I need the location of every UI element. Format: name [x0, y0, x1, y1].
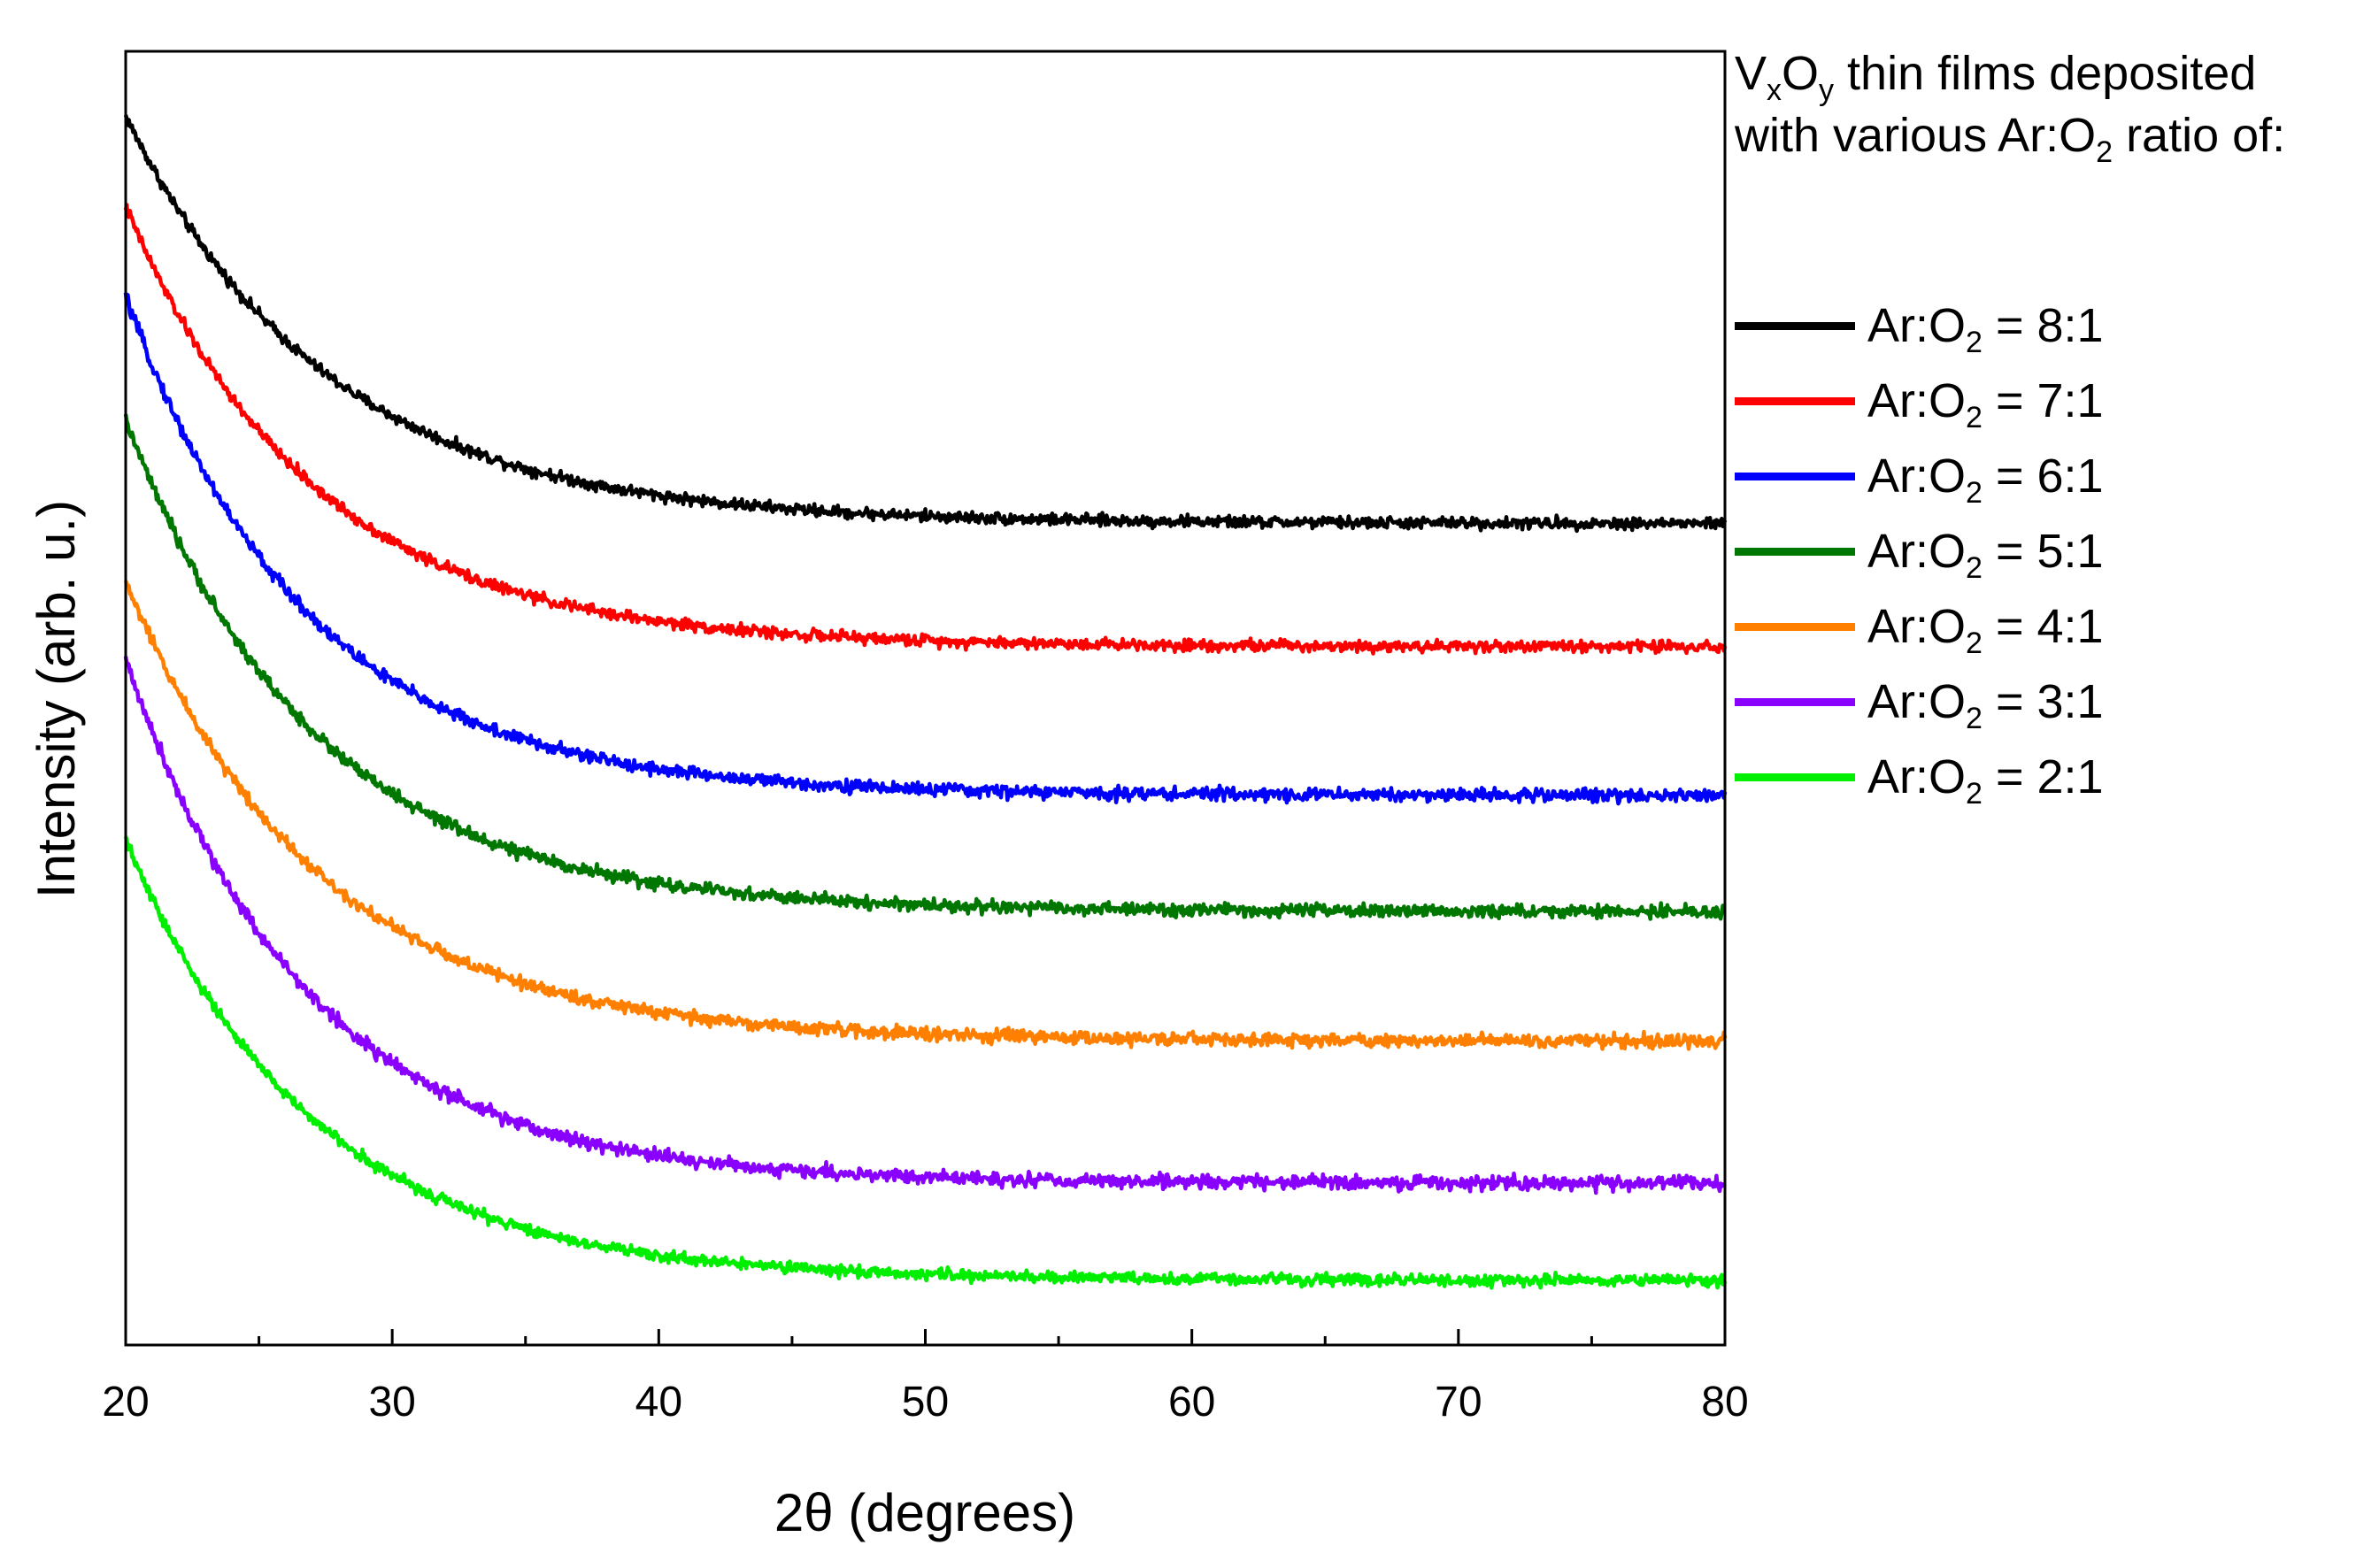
series-layer	[123, 114, 1728, 1290]
legend-label-ratio: = 5:1	[1982, 525, 2104, 578]
legend-label-prefix: Ar:O	[1867, 450, 1967, 503]
legend-title-sub-2: 2	[2096, 135, 2113, 169]
legend-swatch	[1735, 472, 1855, 480]
legend-entry: Ar:O2 = 3:1	[1735, 671, 2104, 734]
legend-entry: Ar:O2 = 2:1	[1735, 746, 2104, 809]
legend-label-subscript: 2	[1966, 551, 1983, 585]
legend-swatch	[1735, 547, 1855, 556]
x-axis-ticks: 20 30 40 50 60 70 80	[102, 1329, 1749, 1426]
legend-swatch	[1735, 772, 1855, 781]
legend-title-sub-y: y	[1819, 73, 1835, 107]
legend-label-prefix: Ar:O	[1867, 299, 1967, 352]
series-line	[123, 292, 1728, 806]
legend-label: Ar:O2 = 7:1	[1867, 373, 2104, 433]
series-line	[123, 835, 1728, 1290]
legend-entry: Ar:O2 = 6:1	[1735, 445, 2104, 508]
legend-label-ratio: = 3:1	[1982, 675, 2104, 728]
legend-label: Ar:O2 = 5:1	[1867, 524, 2104, 583]
series-line	[123, 413, 1727, 921]
legend-swatch	[1735, 622, 1855, 631]
x-tick-label: 60	[1168, 1379, 1215, 1426]
legend-label-prefix: Ar:O	[1867, 750, 1967, 803]
legend-title-v: V	[1735, 47, 1767, 100]
plot-frame	[124, 50, 1727, 1347]
legend-label-ratio: = 7:1	[1982, 374, 2104, 427]
legend-entry: Ar:O2 = 7:1	[1735, 370, 2104, 433]
x-axis-title: 2θ (degrees)	[774, 1483, 1075, 1542]
legend-swatch	[1735, 396, 1855, 405]
legend-label: Ar:O2 = 8:1	[1867, 298, 2104, 357]
legend-label-prefix: Ar:O	[1867, 675, 1967, 728]
legend-title: VxOy thin films deposited with various A…	[1735, 42, 2345, 169]
legend-label-subscript: 2	[1966, 326, 1983, 359]
series-line	[123, 656, 1727, 1195]
x-tick-label: 30	[368, 1379, 415, 1426]
series-line	[123, 203, 1728, 656]
series-line	[123, 580, 1728, 1051]
legend-swatch	[1735, 321, 1855, 330]
legend-label-prefix: Ar:O	[1867, 374, 1967, 427]
legend-label-prefix: Ar:O	[1867, 525, 1967, 578]
legend-label-subscript: 2	[1966, 401, 1983, 434]
legend-label-subscript: 2	[1966, 476, 1983, 510]
legend: VxOy thin films deposited with various A…	[1735, 42, 2345, 809]
legend-title-rest-3: ratio of:	[2113, 109, 2286, 162]
legend-label: Ar:O2 = 2:1	[1867, 749, 2104, 809]
x-tick-label: 40	[635, 1379, 682, 1426]
y-axis-title: Intensity (arb. u.)	[27, 500, 86, 898]
legend-title-sub-x: x	[1767, 73, 1782, 107]
legend-label: Ar:O2 = 4:1	[1867, 599, 2104, 658]
legend-label-ratio: = 4:1	[1982, 600, 2104, 653]
legend-title-line-2: with various Ar:O2 ratio of:	[1735, 104, 2345, 169]
legend-label-ratio: = 8:1	[1982, 299, 2104, 352]
legend-title-line-1: VxOy thin films deposited	[1735, 42, 2345, 107]
legend-label-subscript: 2	[1966, 777, 1983, 811]
legend-label-ratio: = 6:1	[1982, 450, 2104, 503]
legend-label-subscript: 2	[1966, 702, 1983, 735]
x-tick-label: 80	[1701, 1379, 1748, 1426]
legend-label-subscript: 2	[1966, 626, 1983, 660]
legend-entry: Ar:O2 = 5:1	[1735, 520, 2104, 583]
legend-label-ratio: = 2:1	[1982, 750, 2104, 803]
legend-title-rest-2: with various Ar:O	[1735, 109, 2097, 162]
legend-title-o: O	[1782, 47, 1820, 100]
legend-swatch	[1735, 697, 1855, 706]
legend-entry: Ar:O2 = 4:1	[1735, 596, 2104, 658]
x-tick-label: 50	[902, 1379, 949, 1426]
legend-label: Ar:O2 = 3:1	[1867, 674, 2104, 734]
legend-title-rest-1: thin films deposited	[1834, 47, 2257, 100]
x-tick-label: 20	[102, 1379, 149, 1426]
series-line	[123, 114, 1728, 534]
legend-entry: Ar:O2 = 8:1	[1735, 295, 2104, 357]
legend-label-prefix: Ar:O	[1867, 600, 1967, 653]
legend-label: Ar:O2 = 6:1	[1867, 449, 2104, 508]
x-tick-label: 70	[1435, 1379, 1482, 1426]
